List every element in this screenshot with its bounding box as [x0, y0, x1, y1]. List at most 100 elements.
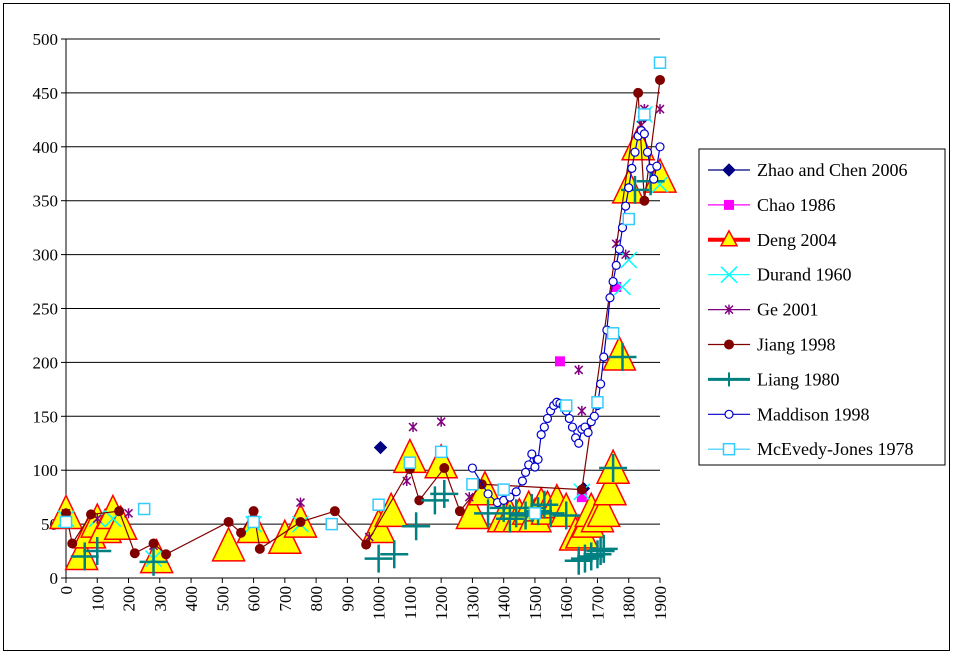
point-maddison-1998-5	[511, 487, 521, 497]
point-maddison-1998-38	[617, 223, 628, 233]
x-tick-label-1900: 1900	[651, 586, 670, 620]
legend-marker-ge-2001	[724, 304, 734, 315]
series	[48, 56, 678, 576]
point-mcevedy-jones-1978-4	[372, 498, 385, 511]
point-maddison-1998-34	[605, 293, 615, 303]
point-jiang-1998-1	[67, 538, 78, 549]
legend-item-liang-1980: Liang 1980	[708, 369, 840, 389]
x-tick-label-1600: 1600	[557, 586, 576, 620]
y-tick-label-500: 500	[33, 30, 59, 49]
point-jiang-1998-8	[236, 527, 247, 538]
point-ge-2001-10	[574, 364, 584, 375]
x-tick-label-1800: 1800	[620, 586, 639, 620]
point-maddison-1998-11	[533, 454, 543, 465]
legend-marker-zhao-and-chen-2006	[722, 163, 736, 177]
point-maddison-1998-24	[574, 438, 584, 448]
point-liang-1980-16	[536, 499, 565, 528]
series-chao-1986	[61, 109, 650, 521]
point-jiang-1998-11	[295, 516, 306, 527]
point-deng-2004-33	[592, 470, 628, 506]
point-maddison-1998-9	[527, 449, 537, 459]
point-ge-2001-6	[402, 475, 412, 486]
y-tick-label-100: 100	[33, 461, 59, 480]
point-jiang-1998-7	[223, 516, 234, 527]
legend-label-ge-2001: Ge 2001	[757, 300, 819, 320]
legend-label-jiang-1998: Jiang 1998	[757, 335, 836, 355]
point-jiang-1998-19	[576, 484, 587, 495]
point-maddison-1998-42	[630, 147, 640, 157]
legend: Zhao and Chen 2006 Chao 1986 Deng 2004 Dura…	[698, 148, 946, 466]
point-maddison-1998-37	[614, 244, 624, 254]
point-liang-1980-24	[599, 454, 628, 483]
point-mcevedy-jones-1978-10	[559, 399, 573, 412]
legend-label-mcevedy-jones-1978: McEvedy-Jones 1978	[757, 439, 913, 459]
point-maddison-1998-12	[536, 430, 546, 440]
x-tick-label-900: 900	[338, 586, 357, 612]
point-liang-1980-5	[402, 512, 431, 541]
point-maddison-1998-21	[564, 413, 574, 424]
series-zhao-and-chen-2006	[59, 109, 652, 521]
legend-label-chao-1986: Chao 1986	[757, 195, 836, 215]
legend-box	[698, 148, 946, 466]
legend-marker-durand-1960	[720, 266, 738, 284]
point-ge-2001-11	[577, 405, 587, 416]
point-jiang-1998-2	[86, 509, 97, 520]
y-tick-label-300: 300	[33, 246, 59, 265]
legend-label-durand-1960: Durand 1960	[757, 265, 851, 285]
point-mcevedy-jones-1978-9	[528, 507, 542, 520]
x-tick-label-0: 0	[57, 586, 76, 595]
point-maddison-1998-45	[639, 129, 649, 139]
point-ge-2001-2	[123, 508, 134, 519]
point-jiang-1998-4	[129, 548, 140, 559]
point-maddison-1998-48	[649, 174, 659, 184]
point-ge-2001-4	[295, 497, 306, 508]
legend-item-durand-1960: Durand 1960	[708, 265, 851, 285]
legend-item-maddison-1998: Maddison 1998	[708, 404, 870, 424]
point-maddison-1998-41	[627, 163, 637, 173]
point-liang-1980-23	[589, 534, 618, 563]
legend-item-mcevedy-jones-1978: McEvedy-Jones 1978	[708, 439, 913, 459]
point-deng-2004-8	[211, 526, 246, 562]
y-tick-label-0: 0	[50, 569, 59, 588]
legend-marker-maddison-1998	[724, 409, 734, 419]
point-jiang-1998-17	[454, 506, 465, 517]
series-ge-2001	[61, 104, 665, 551]
point-liang-1980-17	[552, 501, 581, 530]
point-ge-2001-16	[655, 104, 665, 115]
point-deng-2004-15	[423, 443, 459, 479]
point-jiang-1998-20	[633, 87, 644, 98]
point-mcevedy-jones-1978-11	[591, 396, 604, 409]
point-mcevedy-jones-1978-5	[403, 456, 417, 469]
point-maddison-1998-40	[624, 183, 634, 193]
legend-marker-chao-1986	[724, 199, 734, 210]
point-mcevedy-jones-1978-3	[325, 517, 338, 531]
point-deng-2004-35	[602, 335, 637, 371]
point-mcevedy-jones-1978-1	[137, 502, 151, 516]
point-liang-1980-1	[83, 537, 112, 566]
point-maddison-1998-13	[539, 422, 549, 432]
point-liang-1980-22	[586, 537, 615, 566]
point-maddison-1998-22	[567, 422, 578, 432]
y-tick-label-150: 150	[33, 407, 59, 426]
point-maddison-1998-35	[608, 276, 618, 287]
point-liang-1980-19	[570, 544, 599, 573]
point-mcevedy-jones-1978-0	[59, 515, 73, 529]
point-maddison-1998-39	[621, 201, 631, 211]
point-maddison-1998-10	[530, 462, 540, 472]
x-tick-label-1700: 1700	[588, 586, 607, 620]
legend-label-zhao-and-chen-2006: Zhao and Chen 2006	[757, 160, 907, 180]
series-jiang-1998	[61, 74, 665, 560]
point-maddison-1998-7	[520, 467, 531, 477]
x-tick-label-100: 100	[88, 586, 107, 612]
point-liang-1980-7	[430, 479, 459, 508]
point-liang-1980-25	[608, 343, 637, 372]
point-jiang-1998-6	[161, 549, 172, 560]
point-maddison-1998-29	[589, 411, 599, 421]
point-deng-2004-32	[586, 491, 621, 528]
point-mcevedy-jones-1978-2	[247, 515, 260, 529]
point-maddison-1998-27	[583, 427, 593, 438]
x-tick-label-700: 700	[276, 586, 295, 612]
legend-item-ge-2001: Ge 2001	[708, 300, 819, 320]
x-tick-label-1500: 1500	[526, 586, 545, 620]
chart-frame	[3, 3, 950, 651]
